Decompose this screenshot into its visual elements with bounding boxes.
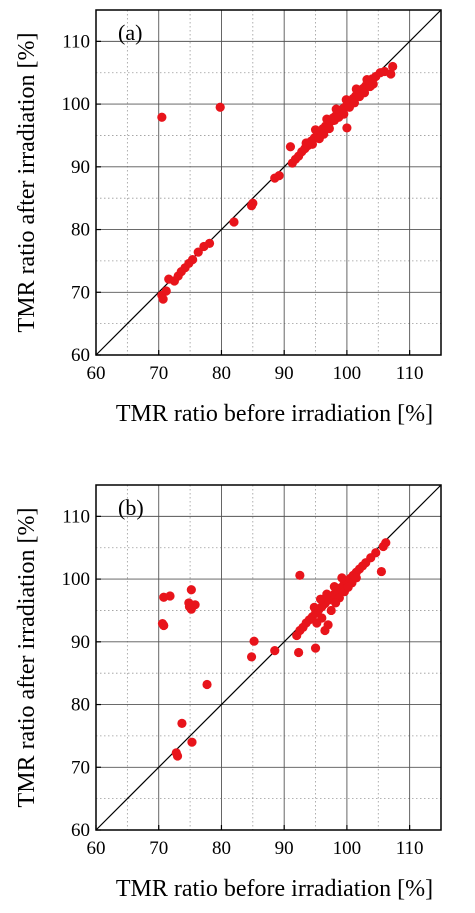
data-point <box>341 95 351 105</box>
data-point <box>312 618 322 628</box>
data-point <box>351 573 361 583</box>
data-point <box>285 142 296 152</box>
data-point <box>186 585 196 595</box>
data-point <box>204 238 215 248</box>
data-point <box>157 112 167 122</box>
data-point <box>343 582 353 592</box>
data-point <box>326 605 336 616</box>
data-point <box>310 643 321 653</box>
data-point <box>368 79 378 89</box>
y-tick-label: 70 <box>71 282 90 303</box>
data-point <box>339 109 349 119</box>
data-point <box>295 570 305 580</box>
data-point <box>315 594 326 604</box>
data-point <box>324 123 334 134</box>
x-tick-label: 110 <box>396 838 424 859</box>
y-tick-label: 110 <box>62 506 90 527</box>
x-tick-label: 90 <box>275 363 294 384</box>
x-tick-label: 80 <box>212 363 231 384</box>
y-axis-label: TMR ratio after irradiation [%] <box>14 508 40 808</box>
x-tick-label: 60 <box>87 838 106 859</box>
data-point <box>331 104 341 114</box>
data-point <box>359 88 370 98</box>
data-point <box>388 61 398 72</box>
data-point <box>202 679 212 690</box>
x-tick-label: 70 <box>149 838 168 859</box>
y-tick-label: 60 <box>71 820 90 841</box>
y-tick-label: 60 <box>71 345 90 366</box>
data-point <box>310 125 321 135</box>
data-point <box>158 294 168 304</box>
y-tick-label: 90 <box>71 157 90 178</box>
data-point <box>307 139 318 149</box>
data-point <box>171 748 181 758</box>
data-point <box>323 620 333 630</box>
panel-label: (b) <box>118 495 144 520</box>
y-axis-label: TMR ratio after irradiation [%] <box>14 33 40 333</box>
y-tick-label: 70 <box>71 757 90 778</box>
data-point <box>274 171 284 181</box>
panel-label: (a) <box>118 20 142 45</box>
y-tick-label: 90 <box>71 632 90 653</box>
x-tick-label: 110 <box>396 363 424 384</box>
data-point <box>349 98 360 108</box>
data-point <box>329 582 339 592</box>
x-tick-label: 100 <box>333 363 362 384</box>
data-point <box>331 598 341 608</box>
data-point <box>188 255 198 265</box>
data-point <box>270 646 280 656</box>
data-point <box>246 652 257 662</box>
data-point <box>184 602 195 612</box>
data-point <box>322 589 332 599</box>
data-point <box>248 198 258 208</box>
data-point <box>322 114 332 124</box>
identity-line <box>95 9 442 356</box>
data-point <box>229 217 239 227</box>
data-point <box>165 591 175 601</box>
data-point <box>215 102 225 112</box>
scatter-chart-a: 60 70 80 90 100 110 60 70 80 90 100 110 (a) TMR ratio… <box>14 9 442 427</box>
y-tick-label: 110 <box>62 31 90 52</box>
x-axis-label: TMR ratio before irradiation [%] <box>116 401 433 427</box>
plot-frame <box>95 484 442 831</box>
data-point <box>187 737 197 747</box>
x-tick-label: 90 <box>275 838 294 859</box>
data-point <box>386 69 396 79</box>
x-tick-label: 100 <box>333 838 362 859</box>
data-point <box>319 129 329 139</box>
data-point <box>159 620 169 631</box>
y-tick-label: 80 <box>71 695 90 716</box>
identity-line <box>95 484 442 831</box>
data-point <box>371 548 381 558</box>
data-point <box>381 538 391 548</box>
y-tick-label: 100 <box>62 569 91 590</box>
data-point <box>294 647 304 658</box>
x-tick-label: 80 <box>212 838 231 859</box>
y-tick-label: 100 <box>62 94 91 115</box>
data-point <box>376 566 387 577</box>
data-point <box>177 718 187 728</box>
data-point <box>342 123 352 133</box>
data-point <box>309 602 319 612</box>
data-point <box>249 636 259 646</box>
x-axis-label: TMR ratio before irradiation [%] <box>116 876 433 902</box>
x-tick-label: 60 <box>87 363 106 384</box>
data-point <box>351 84 361 94</box>
data-point <box>161 286 171 296</box>
data-point <box>193 247 203 257</box>
data-point <box>337 573 347 583</box>
y-tick-label: 80 <box>71 220 90 241</box>
scatter-chart-b: 60 70 80 90 100 110 60 70 80 90 100 110 (b) TMR ratio… <box>14 484 442 902</box>
plot-frame <box>95 9 442 356</box>
x-tick-label: 70 <box>149 363 168 384</box>
